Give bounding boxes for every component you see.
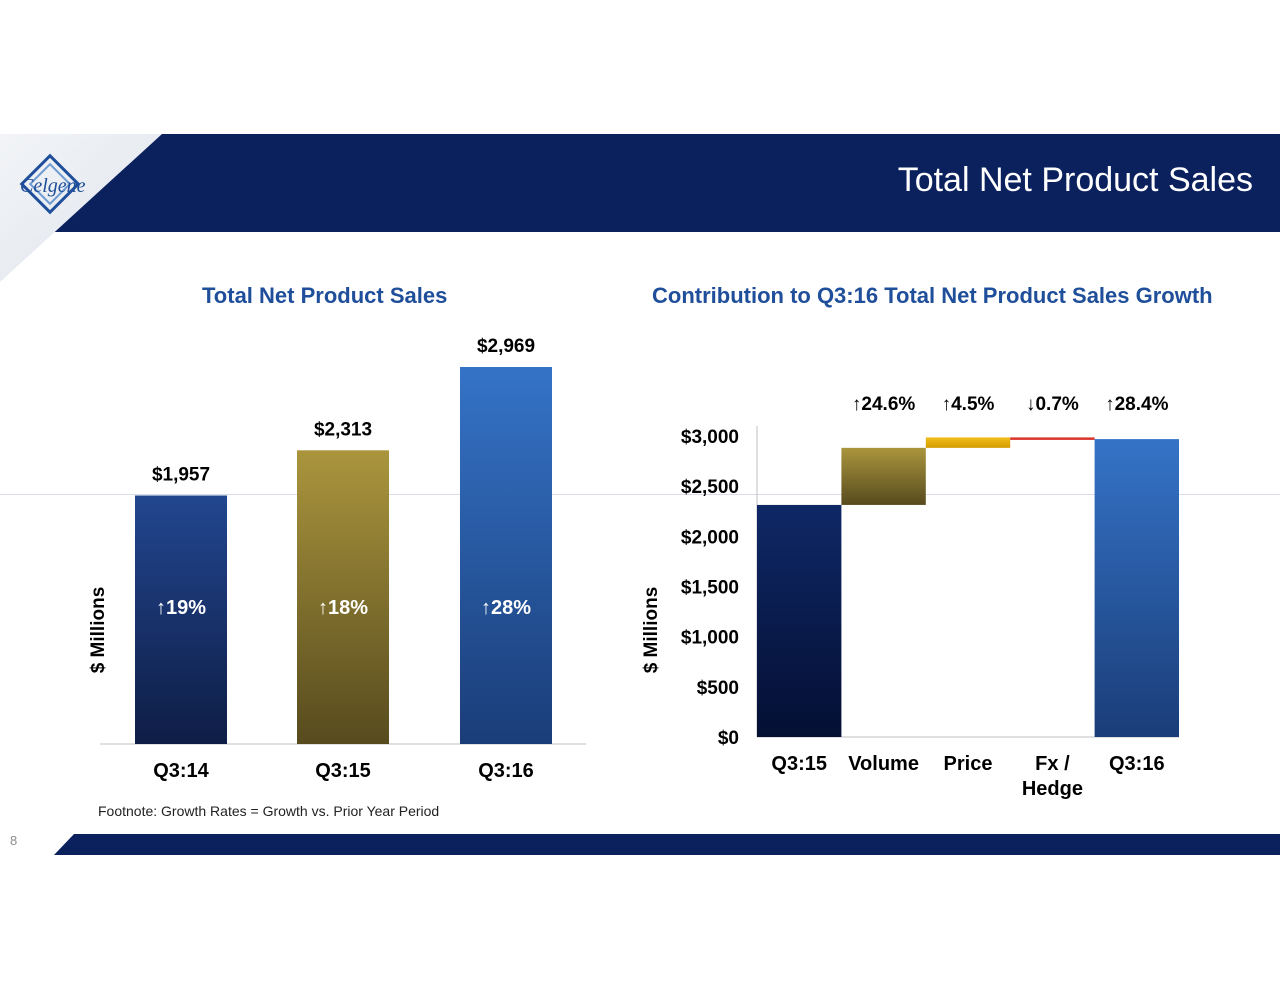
celgene-logo-icon: Celgene: [19, 153, 86, 215]
header-band: [0, 134, 1280, 232]
waterfall-bar-q3-15: [757, 504, 842, 737]
value-label-q3-14: $1,957: [152, 465, 210, 486]
bar-q3-15: [297, 450, 389, 744]
waterfall-bar-volume: [841, 447, 926, 505]
change-label-price: ↑4.5%: [942, 394, 995, 415]
x-tick-line: Fx /: [1035, 753, 1070, 775]
x-tick-line: Q3:15: [771, 753, 827, 775]
change-label-fx-hedge: ↓0.7%: [1026, 394, 1079, 415]
x-tick-line: Volume: [848, 753, 919, 775]
x-tick-q3-14: Q3:14: [153, 760, 209, 782]
value-label-q3-16: $2,969: [477, 336, 535, 357]
left-chart: $ Millions $1,957 $2,313 $2,969 ↑19% ↑18…: [88, 336, 586, 782]
header-decoration: [0, 134, 162, 282]
header-wedge-shape: [0, 134, 162, 282]
celgene-logo: Celgene: [14, 150, 104, 225]
slide-title: Total Net Product Sales: [897, 161, 1253, 199]
left-y-axis-label: $ Millions: [88, 587, 109, 674]
y-tick-2500: $2,500: [681, 477, 739, 498]
growth-label-q3-15: ↑18%: [318, 597, 368, 619]
waterfall-bar-q3-16: [1094, 439, 1179, 737]
footer-band-shape: [54, 834, 1280, 855]
page-number: 8: [10, 833, 18, 848]
x-tick-line: Q3:16: [1109, 753, 1165, 775]
logo-text: Celgene: [20, 175, 86, 197]
change-label-q3-16: ↑28.4%: [1105, 394, 1168, 415]
x-tick-q3-16: Q3:16: [478, 760, 534, 782]
right-chart-title: Contribution to Q3:16 Total Net Product …: [652, 283, 1213, 308]
x-tick-line: Hedge: [1022, 778, 1083, 800]
bar-q3-16: [460, 367, 552, 744]
bar-q3-14: [135, 495, 227, 744]
value-label-q3-15: $2,313: [314, 419, 372, 440]
footnote: Footnote: Growth Rates = Growth vs. Prio…: [98, 803, 440, 819]
change-label-volume: ↑24.6%: [852, 394, 915, 415]
y-tick-3000: $3,000: [681, 427, 739, 448]
x-tick-q3-15: Q3:15: [771, 753, 827, 775]
divider-line: [0, 494, 1280, 495]
y-tick-2000: $2,000: [681, 527, 739, 548]
y-tick-0: $0: [718, 728, 739, 749]
right-y-axis-label: $ Millions: [641, 587, 662, 674]
y-tick-1000: $1,000: [681, 628, 739, 649]
x-tick-line: Price: [944, 753, 993, 775]
growth-label-q3-14: ↑19%: [156, 597, 206, 619]
waterfall-bar-price: [925, 437, 1011, 448]
left-chart-title: Total Net Product Sales: [202, 283, 448, 308]
waterfall-bar-fx-hedge: [1010, 437, 1095, 440]
footer-band: [54, 834, 1280, 855]
growth-label-q3-16: ↑28%: [481, 597, 531, 619]
right-chart: $ Millions $0 $500 $1,000 $1,500 $2,000 …: [641, 394, 1179, 800]
x-tick-volume: Volume: [848, 753, 919, 775]
y-tick-1500: $1,500: [681, 578, 739, 599]
x-tick-q3-15: Q3:15: [315, 760, 371, 782]
x-tick-fx-hedge: Fx / Hedge: [1022, 753, 1083, 800]
x-tick-price: Price: [944, 753, 993, 775]
y-tick-500: $500: [697, 678, 739, 699]
x-tick-q3-16: Q3:16: [1109, 753, 1165, 775]
